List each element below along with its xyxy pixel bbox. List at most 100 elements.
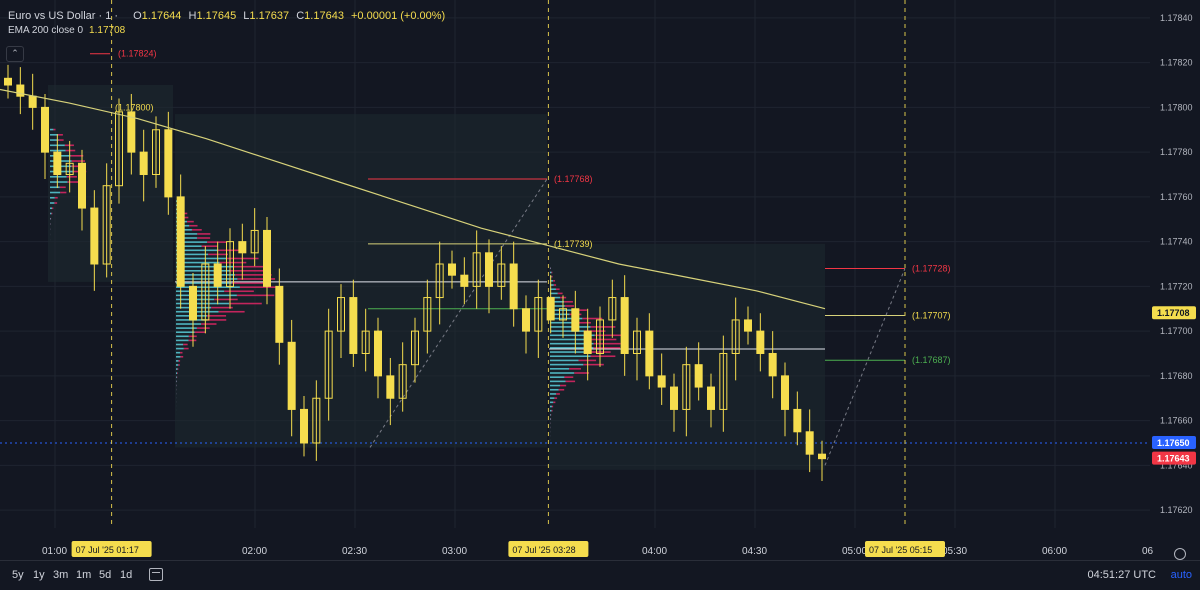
vp-bar-down [595,334,622,336]
vp-bar-down [197,237,210,239]
timeframe-1d[interactable]: 1d [120,569,132,581]
vp-bar-down [574,372,589,374]
vp-bar-up [176,372,177,374]
vp-bar-up [550,272,551,274]
vp-bar-down [224,290,254,292]
vp-bar-down [207,315,226,317]
price-tick-label: 1.17780 [1160,147,1193,157]
vp-bar-up [176,311,219,313]
collapse-legend-button[interactable]: ⌃ [6,46,24,62]
candle-body [190,286,197,320]
vp-bar-up [50,218,51,220]
vp-bar-down [583,364,603,366]
timeframe-1m[interactable]: 1m [76,569,91,581]
vp-bar-down [180,356,183,358]
vp-bar-down [58,134,63,136]
candle-body [214,264,221,286]
symbol-header: Euro vs US Dollar · 1 · O1.17644 H1.1764… [8,8,449,24]
auto-scale-button[interactable]: auto [1171,569,1192,581]
candle-body [165,130,172,197]
low-value: 1.17637 [249,10,289,22]
vp-bar-up [176,360,179,362]
vp-bar-down [197,233,210,235]
clock-readout[interactable]: 04:51:27 UTC [1088,569,1156,581]
vp-bar-down [66,150,76,152]
candle-body [140,152,147,174]
vp-bar-down [202,245,218,247]
vp-bar-down [559,389,564,391]
calendar-icon[interactable] [149,568,163,581]
vp-bar-down [67,176,77,178]
candle-body [29,96,36,107]
vp-bar-down [67,181,78,183]
candle-body [79,163,86,208]
candle-body [387,376,394,398]
candle-body [547,298,554,320]
vp-bar-up [550,360,579,362]
vp-bar-up [550,410,552,412]
indicator-value: 1.17708 [89,25,125,36]
price-tick-label: 1.17840 [1160,13,1193,23]
vp-bar-up [50,207,52,209]
candle-body [486,253,493,287]
vp-bar-up [550,368,569,370]
vp-bar-down [566,381,576,383]
vp-bar-up [176,376,177,378]
vp-bar-down [556,288,560,290]
vp-bar-down [230,270,263,272]
vp-bar-down [553,402,555,404]
vp-bar-down [564,301,573,303]
symbol-title[interactable]: Euro vs US Dollar · 1 · [8,10,118,22]
candle-body [301,409,308,443]
vp-bar-down [565,305,574,307]
vp-bar-up [176,340,189,342]
vp-bar-up [550,351,588,353]
candle-body [42,107,49,152]
vp-bar-down [58,139,63,141]
timeframe-5y[interactable]: 5y [12,569,24,581]
time-tick-label: 06:00 [1042,546,1067,557]
vp-bar-down [54,202,57,204]
candle-body [177,197,184,286]
vp-bar-down [593,347,620,349]
vp-bar-down [237,295,274,297]
vp-bar-down [72,160,85,162]
price-tick-label: 1.17660 [1160,416,1193,426]
vp-bar-up [50,202,54,204]
price-tick-label: 1.17820 [1160,58,1193,68]
candle-body [375,331,382,376]
price-chart[interactable]: (1.17824)(1.17800)(1.17768)(1.17739)(1.1… [0,0,1200,560]
vp-bar-down [229,303,262,305]
level-label: (1.17707) [912,310,951,320]
vp-bar-up [550,381,566,383]
time-tick-label: 02:30 [342,546,367,557]
timeframe-1y[interactable]: 1y [33,569,45,581]
vp-bar-up [50,181,67,183]
vp-bar-down [189,340,197,342]
vp-bar-up [550,267,551,269]
candle-body [5,78,12,85]
candle-body [523,309,530,331]
timeframe-3m[interactable]: 3m [53,569,68,581]
timeframe-5d[interactable]: 5d [99,569,111,581]
vp-bar-down [554,284,556,286]
time-axis-bg [0,536,1200,560]
vp-bar-down [197,327,210,329]
candle-body [695,365,702,387]
vp-bar-down [560,385,566,387]
vp-bar-down [219,311,245,313]
change-value: +0.00001 (+0.00%) [351,10,445,22]
vp-bar-down [179,360,181,362]
vp-bar-down [207,319,226,321]
price-axis[interactable]: 1.178401.178201.178001.177801.177601.177… [1150,0,1200,528]
vp-bar-down [195,331,206,333]
vp-bar-down [60,192,66,194]
vp-bar-up [176,290,224,292]
vp-bar-down [187,221,194,223]
price-tick-label: 1.17620 [1160,505,1193,515]
candle-body [461,275,468,286]
vp-bar-down [192,229,202,231]
settings-icon[interactable] [1174,548,1186,560]
